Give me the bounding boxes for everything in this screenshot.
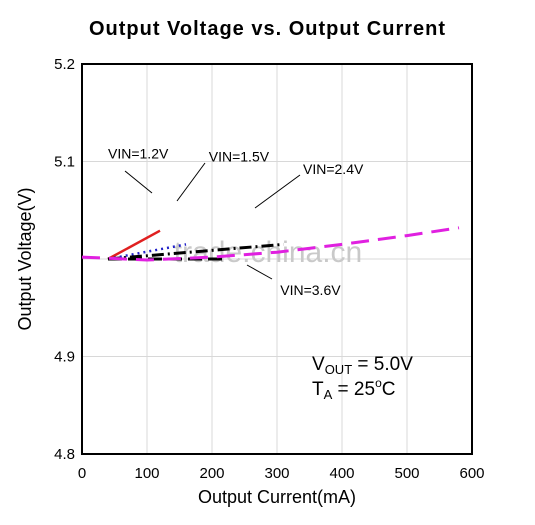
ta-value: = 25 [332, 379, 375, 400]
leader-line-1 [176, 162, 206, 202]
series-lines [81, 226, 460, 262]
series-label-0: VIN=1.2V [108, 146, 169, 162]
ta-symbol: T [312, 379, 324, 400]
degree-symbol: o [375, 376, 382, 390]
x-tick-labels: 0 100 200 300 400 500 600 [78, 465, 485, 482]
series-label-2: VIN=2.4V [303, 161, 364, 177]
series-line-0 [107, 229, 161, 261]
vout-value: = 5.0V [352, 354, 413, 375]
y-tick-label: 5.1 [54, 154, 75, 171]
x-tick-label: 200 [199, 465, 224, 482]
plot-frame [81, 63, 473, 455]
vout-condition: VOUT = 5.0V [312, 354, 413, 377]
x-tick-label: 300 [264, 465, 289, 482]
ta-unit: C [382, 379, 396, 400]
leader-line-0 [124, 170, 153, 194]
leader-line-3 [246, 264, 273, 280]
series-label-1: VIN=1.5V [209, 149, 270, 165]
ta-condition: TA = 25oC [312, 376, 396, 402]
vout-symbol: V [312, 354, 325, 375]
x-tick-label: 400 [329, 465, 354, 482]
x-tick-label: 600 [459, 465, 484, 482]
x-axis-label: Output Current(mA) [198, 487, 356, 507]
x-tick-label: 0 [78, 465, 86, 482]
leader-line-2 [254, 174, 301, 209]
vout-subscript: OUT [325, 362, 353, 377]
y-tick-labels: 4.8 4.9 5.1 5.2 [54, 56, 75, 463]
x-tick-label: 500 [394, 465, 419, 482]
x-tick-label: 100 [134, 465, 159, 482]
chart-title: Output Voltage vs. Output Current [88, 18, 447, 40]
series-line-2 [107, 242, 284, 261]
ta-subscript: A [324, 387, 333, 402]
watermark: trade.china.cn [174, 236, 362, 269]
series-label-3: VIN=3.6V [280, 282, 341, 298]
y-tick-label: 5.2 [54, 56, 75, 73]
series-annotations: VIN=1.2V VIN=1.5V VIN=2.4V VIN=3.6V [108, 146, 364, 299]
series-line-4 [81, 226, 460, 262]
y-tick-label: 4.9 [54, 349, 75, 366]
y-axis-label: Output Voltage(V) [15, 187, 35, 330]
series-line-1 [107, 243, 187, 261]
y-tick-label: 4.8 [54, 446, 75, 463]
